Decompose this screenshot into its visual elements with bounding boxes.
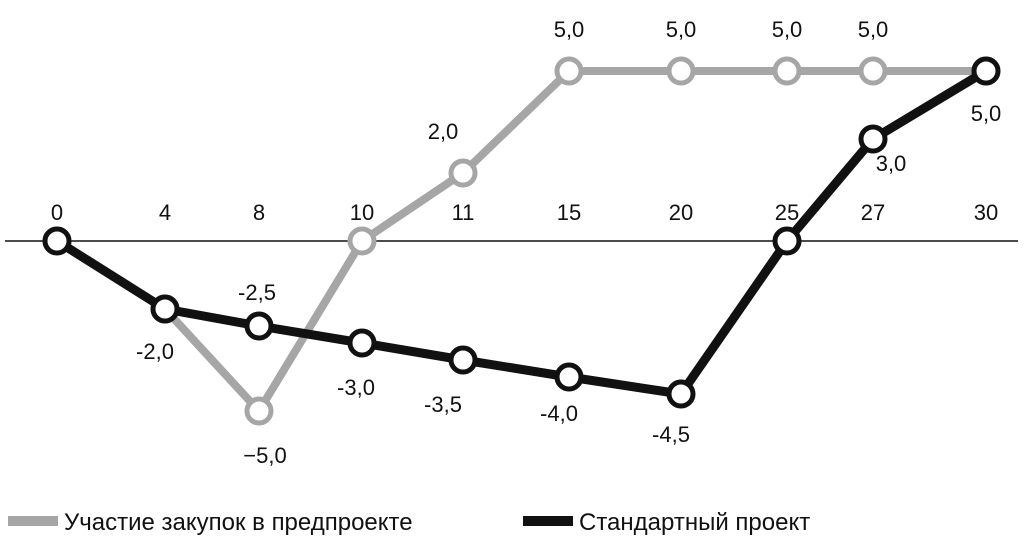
data-point [554, 362, 584, 392]
data-label: 5,0 [971, 101, 1002, 126]
data-point [347, 328, 377, 358]
data-point [971, 56, 1001, 86]
data-label: −5,0 [243, 443, 286, 468]
data-point [244, 396, 274, 426]
legend-label: Стандартный проект [579, 509, 810, 536]
x-tick-label: 10 [350, 200, 374, 225]
series-standard-project [42, 56, 1001, 409]
data-label: -3,0 [337, 375, 375, 400]
legend-label: Участие закупок в предпроекте [64, 509, 413, 536]
data-point [772, 226, 802, 256]
data-label: -2,5 [238, 280, 276, 305]
legend-swatch [8, 516, 58, 526]
data-label: -4,5 [652, 422, 690, 447]
legend-swatch [523, 516, 573, 526]
data-point [448, 345, 478, 375]
data-point [554, 56, 584, 86]
x-tick-labels: 0 4 8 10 11 15 20 25 27 30 [51, 200, 998, 225]
data-point [42, 226, 72, 256]
series-layer [42, 56, 1001, 426]
x-tick-label: 8 [253, 200, 265, 225]
x-tick-label: 20 [669, 200, 693, 225]
x-tick-label: 4 [159, 200, 171, 225]
data-point [858, 124, 888, 154]
data-point [858, 56, 888, 86]
x-tick-label: 15 [557, 200, 581, 225]
legend: Участие закупок в предпроекте Стандартный… [8, 509, 810, 536]
data-label: 5,0 [666, 17, 697, 42]
data-point [150, 294, 180, 324]
data-point [666, 56, 696, 86]
x-tick-label: 30 [974, 200, 998, 225]
data-label: 5,0 [772, 17, 803, 42]
data-point [448, 158, 478, 188]
data-label: -2,0 [136, 339, 174, 364]
series-line [53, 67, 990, 415]
data-label: -3,5 [424, 392, 462, 417]
x-tick-label: 11 [452, 200, 475, 225]
data-point [772, 56, 802, 86]
data-label: 5,0 [858, 17, 889, 42]
data-point [347, 226, 377, 256]
data-label: -4,0 [540, 401, 578, 426]
x-tick-label: 0 [51, 200, 63, 225]
data-point [666, 379, 696, 409]
data-labels: −5,0 2,0 5,0 5,0 5,0 5,0 -2,0 -2,5 -3,0 -3,5 -4,0 -… [136, 17, 1001, 468]
x-tick-label: 27 [861, 200, 885, 225]
x-tick-label: 25 [775, 200, 799, 225]
data-point [244, 311, 274, 341]
data-label: 3,0 [876, 151, 907, 176]
series-line [52, 66, 991, 399]
data-label: 2,0 [428, 119, 459, 144]
data-label: 5,0 [554, 17, 585, 42]
